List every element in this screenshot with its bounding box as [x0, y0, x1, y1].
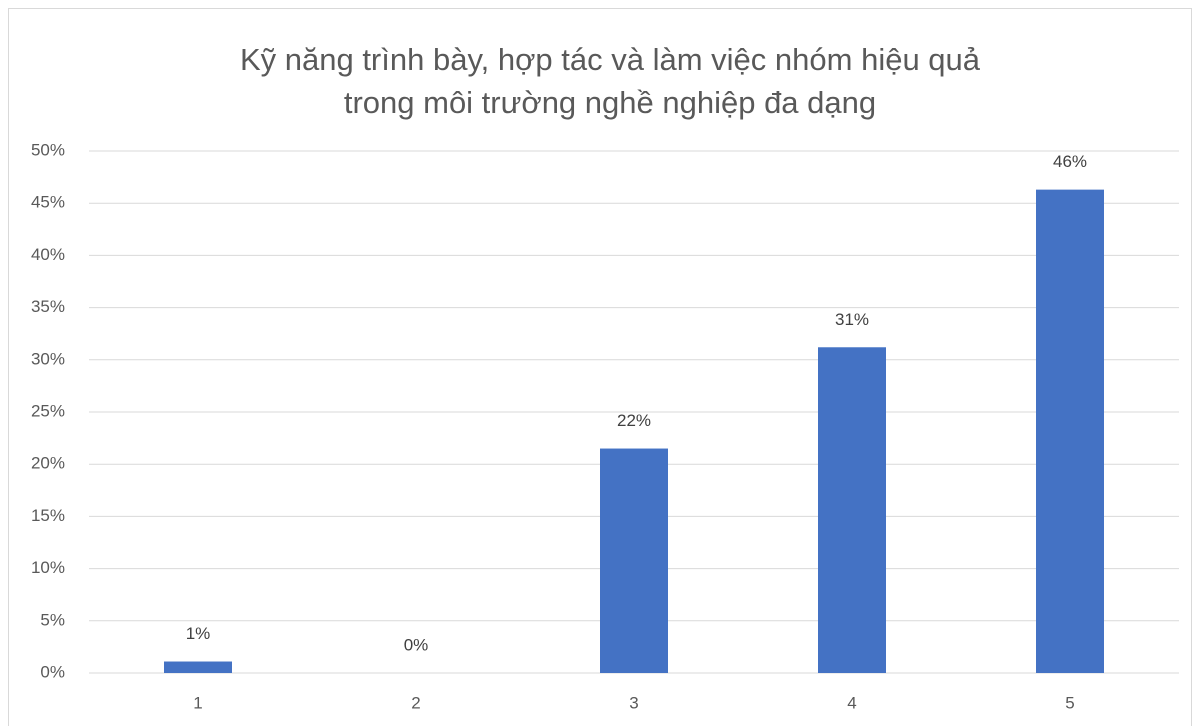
bar — [600, 448, 668, 673]
y-tick-label: 50% — [31, 140, 65, 159]
x-tick-label: 2 — [411, 693, 420, 712]
y-tick-label: 10% — [31, 558, 65, 577]
x-tick-label: 5 — [1065, 693, 1074, 712]
x-tick-label: 3 — [629, 693, 638, 712]
y-tick-label: 20% — [31, 454, 65, 473]
data-label: 22% — [617, 411, 651, 430]
y-tick-label: 25% — [31, 401, 65, 420]
x-tick-label: 4 — [847, 693, 856, 712]
y-tick-label: 15% — [31, 506, 65, 525]
chart-title: trong môi trường nghề nghiệp đa dạng — [344, 85, 876, 120]
chart-title: Kỹ năng trình bày, hợp tác và làm việc n… — [240, 42, 981, 77]
y-tick-label: 40% — [31, 245, 65, 264]
data-label: 1% — [186, 624, 211, 643]
y-tick-label: 0% — [40, 662, 65, 681]
y-tick-label: 35% — [31, 297, 65, 316]
bar — [818, 347, 886, 673]
bar — [1036, 189, 1104, 674]
y-tick-label: 5% — [40, 610, 65, 629]
y-tick-label: 45% — [31, 193, 65, 212]
x-tick-label: 1 — [193, 693, 202, 712]
data-label: 0% — [404, 635, 429, 654]
y-tick-label: 30% — [31, 349, 65, 368]
data-label: 46% — [1053, 152, 1087, 171]
bar — [164, 661, 232, 673]
data-label: 31% — [835, 310, 869, 329]
